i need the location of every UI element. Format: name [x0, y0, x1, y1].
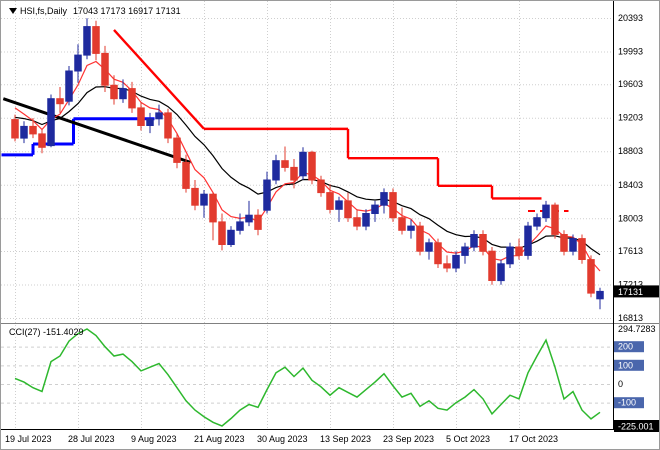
svg-text:13 Sep 2023: 13 Sep 2023 [320, 434, 371, 444]
svg-text:19603: 19603 [618, 79, 643, 89]
candlestick-series [11, 18, 604, 310]
indicator-axis[interactable]: 294.7283 200 100 0 -100 -225.001 [614, 324, 660, 432]
cci-level-tag-200 [614, 341, 644, 353]
chart-symbol-label: HSI,fs,Daily 17043 17173 16917 17131 [9, 6, 181, 16]
time-axis[interactable]: 19 Jul 2023 28 Jul 2023 9 Aug 2023 21 Aug 2… [5, 434, 558, 444]
cci-label-text: CCI(27) -151.4029 [9, 327, 84, 337]
svg-text:30 Aug 2023: 30 Aug 2023 [257, 434, 308, 444]
symbol-marker-icon [9, 8, 17, 14]
svg-text:19993: 19993 [618, 47, 643, 57]
svg-text:23 Sep 2023: 23 Sep 2023 [383, 434, 434, 444]
svg-text:16813: 16813 [618, 313, 643, 323]
cci-level-tag-100 [614, 359, 644, 371]
svg-text:19 Jul 2023: 19 Jul 2023 [5, 434, 52, 444]
svg-text:17131: 17131 [618, 287, 643, 297]
cci-min-tag [614, 420, 659, 432]
svg-text:5 Oct 2023: 5 Oct 2023 [446, 434, 490, 444]
svg-text:100: 100 [618, 360, 633, 370]
svg-text:21 Aug 2023: 21 Aug 2023 [194, 434, 245, 444]
svg-text:18403: 18403 [618, 180, 643, 190]
svg-text:17 Oct 2023: 17 Oct 2023 [509, 434, 558, 444]
svg-text:18803: 18803 [618, 146, 643, 156]
svg-text:20393: 20393 [618, 13, 643, 23]
fast-ma-line [14, 60, 601, 272]
cci-line [14, 328, 601, 427]
black-trendline[interactable] [2, 97, 191, 164]
red-step-line[interactable] [113, 29, 542, 200]
slow-ma-line [14, 86, 601, 256]
ohlc-values: 17043 17173 16917 17131 [73, 6, 181, 16]
current-price-tag [614, 285, 659, 298]
svg-text:200: 200 [618, 342, 633, 352]
svg-text:18003: 18003 [618, 213, 643, 223]
price-axis[interactable]: 20393 19993 19603 19203 18803 18403 18003 17613… [614, 13, 660, 323]
grid-lines [1, 1, 613, 429]
svg-text:0: 0 [618, 379, 623, 389]
cci-level-tag--100 [614, 397, 644, 409]
panel-separator[interactable] [1, 321, 660, 327]
svg-text:-225.001: -225.001 [618, 422, 654, 432]
svg-text:17613: 17613 [618, 246, 643, 256]
svg-text:17213: 17213 [618, 280, 643, 290]
symbol-name: HSI,fs,Daily [20, 6, 68, 16]
cci-indicator-label: CCI(27) -151.4029 [9, 327, 84, 337]
svg-text:-100: -100 [618, 398, 636, 408]
svg-text:19203: 19203 [618, 113, 643, 123]
svg-text:9 Aug 2023: 9 Aug 2023 [131, 434, 177, 444]
svg-text:294.7283: 294.7283 [618, 324, 656, 334]
svg-text:28 Jul 2023: 28 Jul 2023 [68, 434, 115, 444]
